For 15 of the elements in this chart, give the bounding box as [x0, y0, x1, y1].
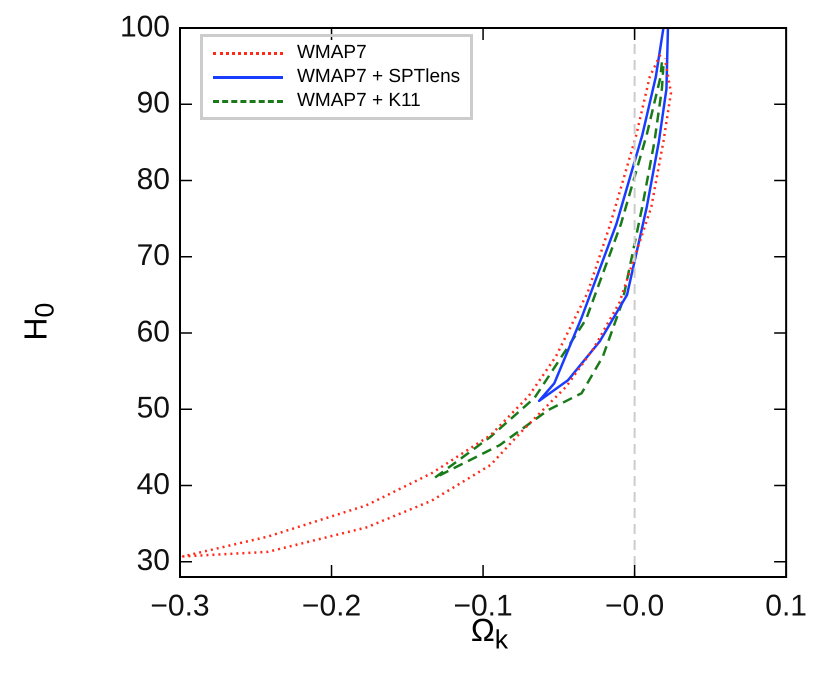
y-tick-label: 70: [136, 239, 170, 272]
y-tick-label: 30: [136, 544, 170, 578]
legend-label: WMAP7 + SPTlens: [297, 66, 460, 88]
y-tick-label: 50: [136, 392, 170, 425]
y-tick-label: 100: [120, 10, 170, 44]
y-tick-label: 90: [136, 86, 170, 120]
x-tick-label: −0.0: [604, 589, 664, 622]
legend-label: WMAP7: [297, 42, 367, 64]
x-tick-label: −0.2: [302, 589, 362, 622]
y-tick-label: 80: [136, 162, 170, 196]
legend-label: WMAP7 + K11: [297, 90, 421, 112]
x-tick-label: 0.1: [765, 589, 808, 622]
x-tick-label: −0.3: [150, 589, 210, 622]
y-tick-label: 40: [136, 468, 170, 501]
y-tick-label: 60: [136, 315, 170, 348]
